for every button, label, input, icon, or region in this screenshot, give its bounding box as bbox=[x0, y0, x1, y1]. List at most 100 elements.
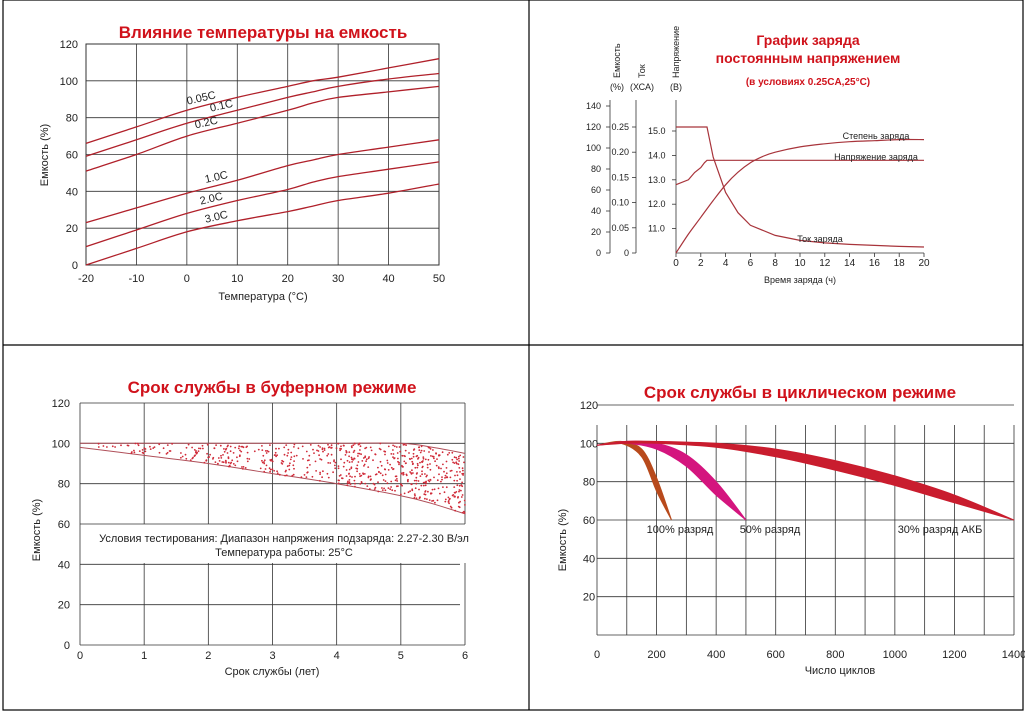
stipple-dot bbox=[192, 456, 194, 459]
stipple-dot bbox=[372, 482, 375, 485]
stipple-dot bbox=[434, 460, 436, 463]
stipple-dot bbox=[412, 452, 415, 455]
stipple-dot bbox=[356, 467, 359, 470]
series-line-Ток заряда bbox=[676, 126, 925, 248]
stipple-dot bbox=[386, 462, 389, 464]
series-line-0.2C bbox=[85, 85, 440, 172]
stipple-dot bbox=[346, 482, 349, 484]
stipple-dot bbox=[323, 447, 326, 450]
stipple-dot bbox=[441, 451, 444, 454]
stipple-dot bbox=[305, 476, 308, 478]
stipple-dot bbox=[293, 443, 296, 446]
x-axis-label: Температура (°C) bbox=[218, 291, 307, 303]
stipple-dot bbox=[337, 442, 340, 445]
stipple-dot bbox=[446, 476, 448, 478]
voltage-tick-label: 14.0 bbox=[648, 150, 666, 160]
x-tick-label: 0 bbox=[184, 273, 190, 285]
series-line-1.0C bbox=[85, 139, 440, 224]
stipple-dot bbox=[338, 475, 341, 477]
x-tick-label: 1200 bbox=[942, 649, 966, 661]
stipple-dot bbox=[257, 448, 260, 451]
stipple-dot bbox=[456, 458, 458, 461]
stipple-dot bbox=[292, 473, 295, 476]
x-tick-label: 1000 bbox=[883, 649, 907, 661]
stipple-dot bbox=[180, 452, 182, 454]
stipple-dot bbox=[223, 450, 226, 453]
stipple-dot bbox=[225, 461, 227, 463]
stipple-dot bbox=[318, 454, 320, 457]
stipple-dot bbox=[445, 460, 448, 463]
stipple-dot bbox=[311, 475, 314, 478]
y-tick-label: 40 bbox=[583, 553, 595, 565]
stipple-dot bbox=[197, 450, 200, 452]
stipple-dot bbox=[288, 468, 291, 471]
stipple-dot bbox=[350, 456, 353, 459]
stipple-dot bbox=[322, 470, 324, 473]
stipple-dot bbox=[317, 444, 320, 447]
stipple-dot bbox=[169, 450, 172, 452]
y-tick-label: 120 bbox=[52, 398, 70, 410]
current-tick-label: 0.20 bbox=[611, 147, 629, 157]
x-tick-label: 18 bbox=[894, 258, 906, 269]
stipple-dot bbox=[357, 452, 359, 455]
stipple-dot bbox=[158, 443, 161, 446]
stipple-dot bbox=[428, 499, 431, 501]
stipple-dot bbox=[438, 454, 441, 456]
stipple-dot bbox=[326, 472, 329, 475]
x-tick-label: 3 bbox=[269, 650, 275, 662]
stipple-dot bbox=[348, 461, 351, 463]
stipple-dot bbox=[206, 452, 209, 455]
stipple-dot bbox=[424, 491, 426, 493]
stipple-dot bbox=[383, 468, 386, 471]
stipple-dot bbox=[384, 489, 387, 492]
stipple-dot bbox=[352, 444, 355, 447]
stipple-dot bbox=[429, 463, 431, 465]
stipple-dot bbox=[384, 453, 386, 456]
stipple-dot bbox=[321, 476, 323, 479]
series-label: 3.0C bbox=[204, 209, 229, 226]
stipple-dot bbox=[368, 488, 371, 490]
stipple-dot bbox=[253, 450, 256, 453]
stipple-dot bbox=[461, 472, 464, 475]
stipple-dot bbox=[342, 444, 345, 447]
stipple-dot bbox=[367, 466, 370, 468]
stipple-dot bbox=[370, 449, 373, 452]
stipple-dot bbox=[236, 456, 238, 459]
x-tick-label: 5 bbox=[398, 650, 404, 662]
stipple-dot bbox=[426, 498, 428, 500]
stipple-dot bbox=[412, 449, 415, 451]
stipple-dot bbox=[421, 470, 423, 473]
stipple-dot bbox=[286, 454, 289, 457]
stipple-dot bbox=[326, 454, 329, 457]
stipple-dot bbox=[451, 451, 454, 454]
stipple-dot bbox=[337, 465, 340, 467]
stipple-dot bbox=[285, 474, 288, 477]
stipple-dot bbox=[463, 512, 466, 514]
stipple-dot bbox=[372, 459, 374, 462]
stipple-dot bbox=[381, 474, 384, 477]
stipple-dot bbox=[460, 484, 463, 486]
stipple-dot bbox=[440, 467, 442, 470]
stipple-dot bbox=[441, 476, 443, 478]
stipple-dot bbox=[309, 464, 311, 466]
stipple-dot bbox=[397, 457, 399, 460]
stipple-dot bbox=[276, 454, 278, 457]
series-label: Ток заряда bbox=[797, 234, 842, 244]
stipple-dot bbox=[413, 493, 416, 495]
stipple-dot bbox=[234, 464, 237, 467]
x-tick-label: 10 bbox=[231, 273, 243, 285]
stipple-dot bbox=[217, 462, 219, 465]
stipple-dot bbox=[419, 461, 421, 464]
stipple-dot bbox=[460, 489, 462, 492]
stipple-dot bbox=[436, 458, 438, 460]
stipple-dot bbox=[268, 467, 271, 470]
stipple-dot bbox=[381, 489, 384, 491]
stipple-dot bbox=[401, 464, 403, 467]
stipple-dot bbox=[353, 479, 356, 482]
stipple-dot bbox=[459, 454, 462, 457]
stipple-dot bbox=[349, 475, 351, 478]
x-tick-label: 10 bbox=[794, 258, 806, 269]
stipple-dot bbox=[433, 476, 435, 479]
stipple-dot bbox=[358, 442, 361, 445]
stipple-dot bbox=[356, 470, 358, 473]
